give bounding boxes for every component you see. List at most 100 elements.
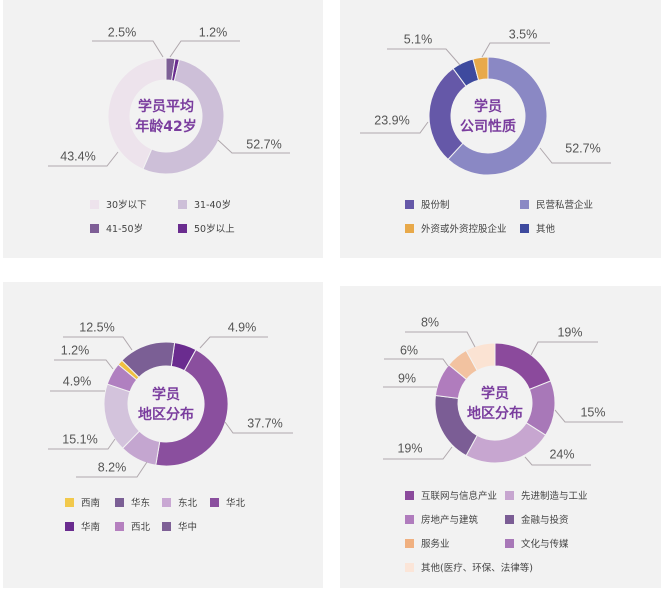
legend-item: 外资或外资控股企业: [405, 221, 507, 235]
center-title: 年龄42岁: [135, 118, 196, 135]
legend-swatch: [90, 199, 99, 209]
leader-line: [481, 42, 550, 58]
legend-swatch: [162, 521, 171, 531]
slice-先进制造与工业: [465, 422, 547, 464]
data-label: 1.2%: [199, 25, 228, 39]
data-label: 12.5%: [79, 320, 114, 334]
legend-label: 东北: [178, 498, 198, 509]
data-label: 15%: [580, 405, 605, 419]
data-label: 4.9%: [63, 374, 92, 388]
leader-line: [217, 139, 290, 154]
legend-swatch: [405, 538, 414, 548]
slice-华北: [155, 349, 229, 467]
legend-label: 华中: [178, 522, 198, 533]
legend-item: 文化与传媒: [505, 536, 569, 550]
legend-swatch: [162, 497, 171, 507]
leader-line: [48, 438, 116, 450]
data-label: 8%: [421, 315, 439, 329]
legend-label: 文化与传媒: [521, 539, 569, 550]
legend-item: 华中: [162, 519, 197, 533]
data-label: 3.5%: [509, 27, 538, 41]
data-label: 19%: [397, 441, 422, 455]
slice-金融与投资: [434, 394, 478, 457]
center-title: 学员: [152, 386, 180, 403]
center-title: 学员平均: [138, 98, 194, 115]
legend-item: 其他: [520, 221, 555, 235]
slice-互联网与信息产业: [494, 342, 552, 391]
data-label: 2.5%: [108, 25, 137, 39]
legend-label: 其他: [536, 224, 556, 235]
data-label: 4.9%: [228, 320, 257, 334]
data-label: 6%: [400, 343, 418, 357]
legend-label: 民营私营企业: [536, 200, 594, 211]
legend-item: 其他(医疗、环保、法律等): [405, 560, 533, 574]
leader-line: [524, 456, 591, 466]
legend-item: 华北: [210, 495, 245, 509]
legend-item: 金融与投资: [505, 512, 569, 526]
data-label: 9%: [398, 371, 416, 385]
leader-line: [169, 40, 240, 58]
center-title: 地区分布: [467, 405, 523, 422]
legend-label: 互联网与信息产业: [421, 491, 498, 502]
legend-label: 西南: [81, 498, 101, 509]
leader-line: [405, 331, 476, 348]
legend-label: 30岁以下: [106, 200, 147, 211]
leader-line: [387, 48, 461, 66]
legend-swatch: [505, 514, 514, 524]
legend-label: 先进制造与工业: [521, 491, 588, 502]
data-label: 1.2%: [61, 343, 90, 357]
legend-item: 民营私营企业: [520, 197, 593, 211]
leader-line: [199, 336, 268, 349]
data-label: 8.2%: [98, 460, 127, 474]
legend-swatch: [405, 223, 414, 233]
data-label: 5.1%: [404, 32, 433, 46]
leader-line: [54, 359, 114, 370]
legend-swatch: [210, 497, 219, 507]
legend-item: 华南: [65, 519, 100, 533]
slice-民营私营企业: [447, 56, 548, 176]
legend-swatch: [505, 538, 514, 548]
legend-swatch: [115, 521, 124, 531]
legend-swatch: [178, 199, 187, 209]
legend-item: 股份制: [405, 197, 450, 211]
leader-line: [48, 151, 119, 167]
legend-label: 金融与投资: [521, 515, 569, 526]
data-label: 19%: [557, 325, 582, 339]
slice-华东: [121, 341, 176, 378]
legend-swatch: [115, 497, 124, 507]
slice-30岁以下: [107, 57, 167, 170]
leader-line: [384, 358, 449, 367]
legend-item: 30岁以下: [90, 197, 147, 211]
legend-swatch: [405, 514, 414, 524]
legend-label: 50岁以上: [194, 224, 235, 235]
legend-label: 其他(医疗、环保、法律等): [421, 563, 533, 574]
legend-swatch: [65, 497, 74, 507]
legend-item: 先进制造与工业: [505, 488, 588, 502]
legend-label: 华北: [226, 498, 246, 509]
leader-line: [539, 147, 611, 164]
center-title: 学员: [474, 98, 502, 115]
legend-item: 31-40岁: [178, 197, 231, 211]
data-label: 52.7%: [565, 141, 600, 155]
industry-panel: [340, 286, 661, 588]
legend-label: 股份制: [421, 200, 450, 211]
legend-swatch: [520, 223, 529, 233]
age-panel: [3, 0, 323, 258]
center-title: 公司性质: [460, 118, 516, 135]
leader-line: [63, 336, 133, 351]
legend-swatch: [405, 490, 414, 500]
legend-item: 41-50岁: [90, 221, 143, 235]
legend-item: 50岁以上: [178, 221, 235, 235]
legend-item: 西北: [115, 519, 150, 533]
legend-item: 房地产与建筑: [405, 512, 478, 526]
data-label: 37.7%: [247, 416, 282, 430]
legend-swatch: [90, 223, 99, 233]
leader-line: [76, 461, 148, 478]
legend-item: 西南: [65, 495, 100, 509]
leader-line: [224, 421, 293, 434]
